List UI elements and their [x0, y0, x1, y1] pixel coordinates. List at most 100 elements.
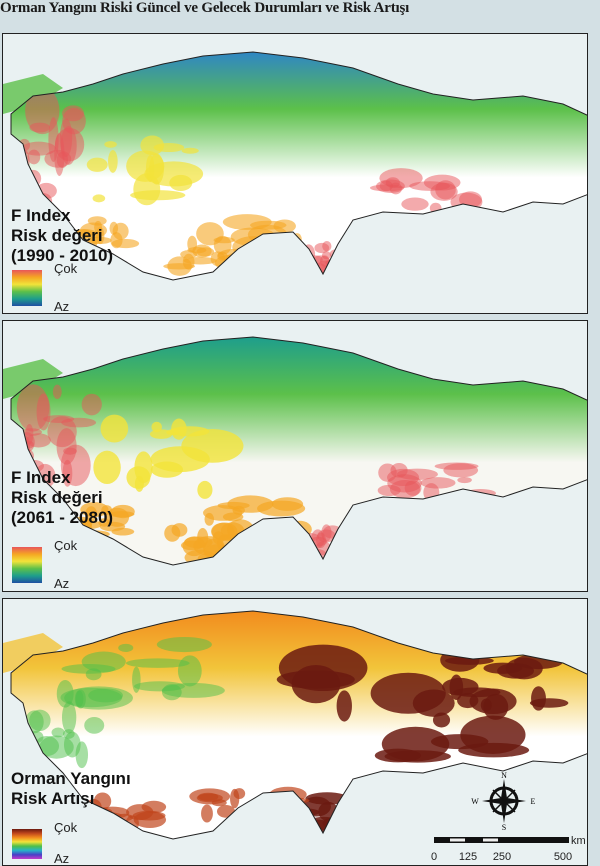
- risk-area: [230, 227, 276, 247]
- risk-area: [11, 170, 23, 182]
- turkey-risk-increase-map: [3, 610, 587, 840]
- risk-area: [93, 450, 121, 484]
- risk-area: [90, 232, 101, 245]
- risk-area: [216, 805, 236, 818]
- risk-area: [61, 701, 77, 734]
- risk-area: [302, 244, 316, 265]
- risk-area: [36, 393, 51, 431]
- risk-area: [153, 143, 185, 153]
- title-line: Risk Artışı: [11, 789, 95, 808]
- risk-area: [457, 476, 472, 484]
- risk-area: [311, 529, 325, 549]
- title-line: F Index: [11, 206, 71, 225]
- risk-area: [150, 446, 210, 473]
- legend-color-ramp: [12, 547, 42, 583]
- risk-area: [443, 463, 479, 478]
- risk-area: [13, 176, 22, 189]
- risk-area: [118, 643, 134, 653]
- turkey-landmass: [3, 610, 587, 840]
- turkey-landmass: [3, 336, 587, 566]
- risk-area: [11, 149, 26, 158]
- risk-area: [144, 161, 204, 187]
- risk-area: [11, 163, 26, 187]
- map-panel-current-risk: F Index Risk değeri (1990 - 2010) Çok Az: [2, 33, 588, 314]
- risk-area: [201, 804, 213, 823]
- risk-area: [125, 658, 190, 668]
- risk-area: [87, 216, 107, 226]
- turkey-risk-map-1990-2010: [3, 51, 587, 281]
- risk-area: [27, 149, 41, 165]
- risk-area: [336, 690, 352, 722]
- scale-tick: 250: [493, 851, 511, 863]
- risk-area: [227, 495, 274, 513]
- risk-area: [108, 150, 118, 173]
- risk-area: [92, 194, 106, 203]
- risk-area: [218, 263, 238, 280]
- risk-area: [11, 141, 20, 160]
- compass-w: W: [471, 797, 479, 806]
- risk-area: [270, 793, 291, 802]
- risk-area: [211, 522, 238, 541]
- risk-area: [412, 689, 455, 717]
- risk-area: [387, 468, 420, 486]
- panel-title: F Index Risk değeri (1990 - 2010): [11, 206, 113, 266]
- risk-area: [11, 151, 20, 170]
- title-line: (2061 - 2080): [11, 508, 114, 527]
- risk-area: [299, 807, 309, 821]
- risk-area: [257, 819, 291, 831]
- risk-area: [84, 717, 105, 734]
- risk-area: [223, 257, 242, 268]
- risk-area: [230, 788, 240, 809]
- risk-area: [108, 511, 135, 518]
- risk-area: [331, 548, 343, 558]
- risk-area: [52, 384, 62, 400]
- compass-n: N: [501, 771, 507, 780]
- risk-area: [75, 741, 89, 769]
- risk-area: [11, 441, 21, 465]
- risk-area: [56, 679, 74, 708]
- risk-area: [87, 815, 122, 834]
- scale-bar: km 0 125 250 500: [431, 835, 586, 863]
- risk-area: [197, 480, 213, 499]
- risk-area: [401, 197, 429, 211]
- legend-low-label: Az: [54, 851, 70, 866]
- risk-area: [248, 801, 280, 813]
- risk-area: [60, 444, 91, 487]
- legend-high-label: Çok: [54, 538, 78, 553]
- risk-area: [79, 222, 107, 239]
- risk-area: [265, 818, 280, 832]
- risk-area: [302, 546, 316, 553]
- map-panel-risk-increase: Orman Yangını Risk Artışı Çok Az N S W E…: [2, 598, 588, 866]
- risk-area: [222, 512, 244, 522]
- page-title: Orman Yangını Riski Güncel ve Gelecek Du…: [0, 0, 410, 16]
- risk-area: [126, 804, 154, 821]
- title-line: (1990 - 2010): [11, 246, 114, 265]
- scale-tick: 500: [554, 851, 572, 863]
- risk-area: [101, 505, 113, 515]
- risk-area: [322, 815, 370, 831]
- risk-area: [239, 248, 275, 269]
- risk-area: [29, 122, 51, 133]
- risk-area: [203, 538, 225, 558]
- risk-area: [278, 644, 368, 692]
- risk-area: [305, 548, 328, 562]
- risk-area: [39, 735, 74, 759]
- title-line: Orman Yangını: [11, 769, 131, 788]
- risk-area: [16, 445, 28, 464]
- risk-area: [11, 150, 24, 170]
- risk-area: [261, 810, 294, 818]
- risk-area: [214, 254, 245, 271]
- panel-title: F Index Risk değeri (2061 - 2080): [11, 468, 113, 528]
- title-line: F Index: [11, 468, 71, 487]
- risk-area: [196, 247, 215, 257]
- panel-title: Orman Yangını Risk Artışı: [11, 769, 131, 809]
- risk-area: [271, 497, 304, 511]
- title-line: Risk değeri: [11, 488, 103, 507]
- risk-area: [171, 418, 187, 440]
- risk-area: [531, 686, 546, 711]
- legend-high-label: Çok: [54, 261, 78, 276]
- legend-color-ramp: [12, 829, 42, 859]
- risk-area: [161, 682, 225, 698]
- risk-area: [381, 726, 450, 762]
- scale-tick: 125: [459, 851, 477, 863]
